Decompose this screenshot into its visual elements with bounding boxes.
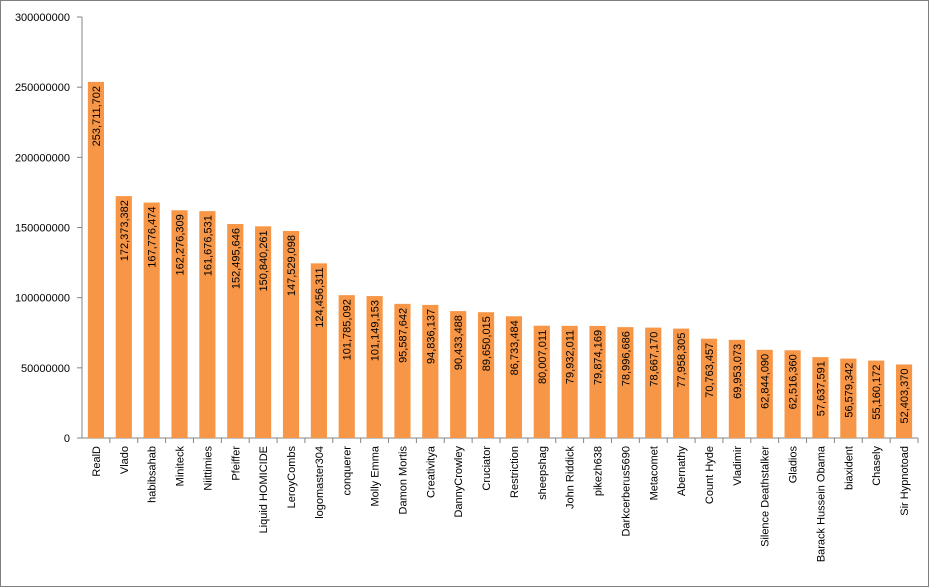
x-tick-label: Creativitya xyxy=(425,445,437,498)
x-tick-label: Chasely xyxy=(871,446,883,486)
y-tick-label: 50000000 xyxy=(21,363,70,375)
data-label: 55,160,172 xyxy=(871,365,883,420)
data-label: 152,495,646 xyxy=(230,228,242,289)
x-tick-label: Metacomet xyxy=(648,446,660,500)
data-label: 56,579,342 xyxy=(843,363,855,418)
data-label: 79,874,169 xyxy=(593,330,605,385)
x-tick-label: logomaster304 xyxy=(314,446,326,519)
data-label: 162,276,309 xyxy=(175,214,187,275)
data-label: 77,958,305 xyxy=(676,333,688,388)
data-label: 62,516,360 xyxy=(788,354,800,409)
bar xyxy=(171,210,188,438)
bar xyxy=(87,81,105,438)
x-tick-label: LeroyCombs xyxy=(286,446,298,509)
x-tick-label: DannyCrowley xyxy=(453,446,465,518)
data-label: 147,529,098 xyxy=(286,235,298,296)
data-label: 80,007,011 xyxy=(537,330,549,384)
x-tick-label: John Riddick xyxy=(565,446,577,509)
bar xyxy=(868,360,885,438)
data-label: 253,711,702 xyxy=(91,86,103,146)
x-tick-label: Darkcerberus5690 xyxy=(620,446,632,537)
data-label: 57,637,591 xyxy=(815,361,827,416)
x-tick-label: pikezh638 xyxy=(593,446,605,496)
data-label: 172,373,382 xyxy=(119,200,131,261)
y-tick-label: 300000000 xyxy=(15,12,70,24)
y-tick-label: 100000000 xyxy=(15,293,70,305)
data-label: 79,932,011 xyxy=(565,330,577,384)
x-tick-label: Sir Hypnotoad xyxy=(899,446,911,516)
x-tick-label: Damon Mortis xyxy=(397,446,409,515)
data-label: 161,676,531 xyxy=(202,215,214,276)
bar xyxy=(366,296,383,438)
bar xyxy=(505,316,523,438)
data-label: 62,844,090 xyxy=(760,354,772,409)
x-tick-label: RealD xyxy=(91,446,103,477)
y-tick-label: 250000000 xyxy=(15,82,70,94)
y-tick-label: 200000000 xyxy=(15,152,70,164)
data-label: 94,836,137 xyxy=(425,309,437,364)
bar xyxy=(450,311,467,438)
bar xyxy=(728,339,745,438)
bar xyxy=(589,325,606,438)
bar xyxy=(895,364,913,438)
x-tick-label: Vladimir xyxy=(732,446,744,486)
bar xyxy=(115,196,132,438)
bar xyxy=(282,230,300,438)
bar xyxy=(756,349,773,438)
x-tick-label: Niittimies xyxy=(202,446,214,491)
y-tick-label: 150000000 xyxy=(15,223,70,235)
data-label: 90,433,488 xyxy=(453,315,465,370)
bar xyxy=(255,226,272,438)
bar xyxy=(394,303,411,438)
data-label: 95,587,642 xyxy=(397,308,409,363)
x-tick-label: Pfeiffer xyxy=(230,446,242,481)
data-label: 78,996,686 xyxy=(620,331,632,386)
bar xyxy=(812,357,829,438)
bar xyxy=(645,327,662,438)
data-label: 52,403,370 xyxy=(899,368,911,423)
bar xyxy=(143,202,160,438)
bar xyxy=(199,211,216,438)
data-label: 101,149,153 xyxy=(370,300,382,361)
data-label: 167,776,474 xyxy=(147,207,159,268)
bar xyxy=(533,325,550,438)
x-tick-label: Liquid HOMICIDE xyxy=(258,446,270,533)
x-tick-label: Silence Deathstalker xyxy=(760,446,772,547)
x-tick-label: Count Hyde xyxy=(704,446,716,504)
bar xyxy=(477,312,495,438)
data-label: 101,785,092 xyxy=(342,299,354,360)
bar xyxy=(784,350,801,438)
bar xyxy=(227,223,244,438)
data-label: 70,763,457 xyxy=(704,343,716,398)
x-tick-label: Vlado xyxy=(119,446,131,474)
bar xyxy=(840,358,857,438)
x-tick-label: conquerer xyxy=(342,446,354,496)
x-tick-label: Gladios xyxy=(788,446,800,484)
bar xyxy=(673,328,690,438)
bar xyxy=(422,304,439,438)
data-label: 89,650,015 xyxy=(481,316,493,371)
bar xyxy=(617,327,634,438)
x-tick-label: Molly Emma xyxy=(370,445,382,506)
bar xyxy=(700,338,718,438)
data-label: 124,456,311 xyxy=(314,267,326,327)
x-tick-label: Restriction xyxy=(509,446,521,498)
x-tick-label: Barack Hussein Obama xyxy=(815,445,827,562)
bar xyxy=(310,263,327,438)
data-label: 78,667,170 xyxy=(648,332,660,387)
x-tick-label: sheepshag xyxy=(537,446,549,500)
y-tick-label: 0 xyxy=(64,433,70,445)
x-tick-label: habibsahab xyxy=(147,446,159,503)
bar xyxy=(338,295,355,438)
data-label: 69,953,073 xyxy=(732,344,744,399)
data-label: 86,733,484 xyxy=(509,320,521,375)
x-tick-label: Abernathy xyxy=(676,446,688,497)
data-label: 150,840,261 xyxy=(258,230,270,291)
bar xyxy=(561,325,578,438)
x-tick-label: biaxident xyxy=(843,446,855,490)
x-tick-label: Cruciator xyxy=(481,446,493,491)
x-tick-label: Miniteck xyxy=(175,446,187,487)
